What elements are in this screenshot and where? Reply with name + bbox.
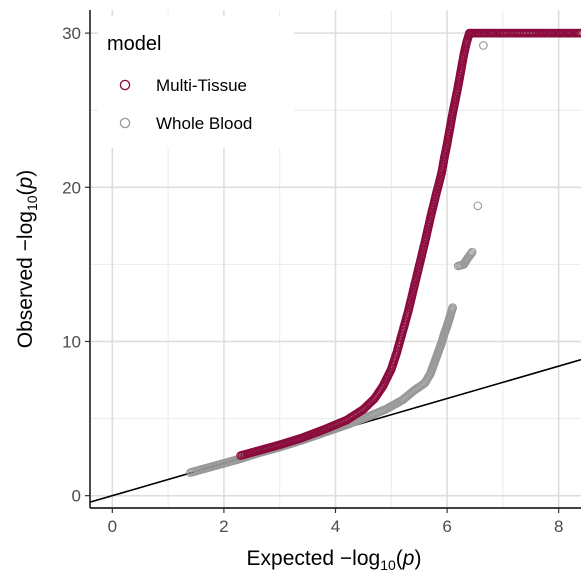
legend-label-multi-tissue: Multi-Tissue (156, 76, 247, 95)
point-whole-blood (473, 201, 483, 211)
legend-marker-multi-tissue (119, 79, 131, 91)
y-axis-title: Observed −log10(p) (14, 170, 40, 348)
x-tick-label: 8 (554, 517, 563, 536)
x-tick-label: 2 (219, 517, 228, 536)
legend-marker-whole-blood (119, 117, 131, 129)
point-whole-blood (465, 250, 475, 259)
point-whole-blood (466, 248, 476, 258)
point-whole-blood (479, 41, 488, 50)
legend-title: model (107, 33, 161, 55)
y-tick-label: 10 (62, 332, 81, 351)
x-tick-label: 6 (442, 517, 451, 536)
series-multi-tissue (236, 28, 581, 460)
point-multi-tissue (576, 28, 581, 38)
x-tick-label: 4 (331, 517, 340, 536)
x-axis-title: Expected −log10(p) (247, 547, 422, 573)
x-tick-label: 0 (108, 517, 117, 536)
y-tick-label: 20 (62, 178, 81, 197)
legend-background (98, 16, 294, 148)
legend: model Multi-Tissue Whole Blood (98, 16, 294, 148)
y-tick-label: 0 (72, 487, 81, 506)
y-tick-label: 30 (62, 24, 81, 43)
point-whole-blood (467, 247, 477, 257)
point-whole-blood (448, 303, 458, 312)
axes: 0 2 4 6 8 0 10 20 30 (62, 10, 581, 536)
legend-label-whole-blood: Whole Blood (156, 114, 252, 133)
points (186, 28, 581, 477)
